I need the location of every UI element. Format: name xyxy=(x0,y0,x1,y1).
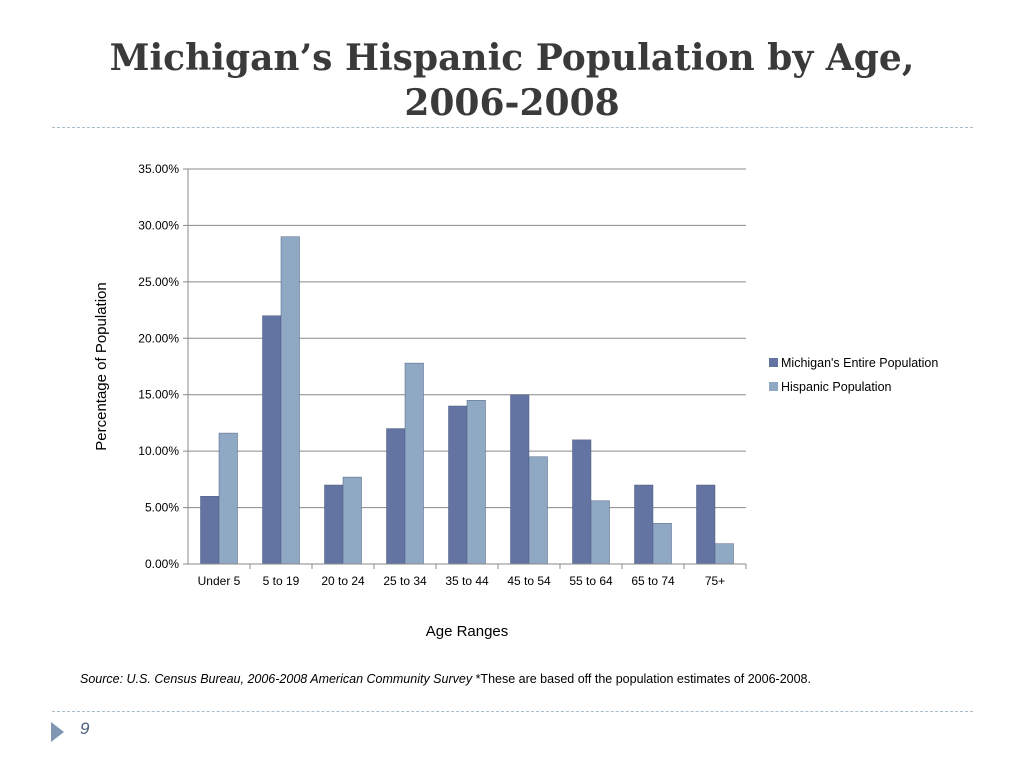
y-tick-label: 20.00% xyxy=(138,331,179,345)
bar-hispanic xyxy=(342,476,362,565)
bar-hispanic xyxy=(466,400,486,565)
bar-michigan xyxy=(510,394,530,565)
bar-hispanic xyxy=(218,432,238,565)
y-tick-label: 35.00% xyxy=(138,162,179,176)
bar-chart: 0.00% 5.00% 10.00% 15.00% 20.00% 25.00% 30.00%… xyxy=(93,162,938,640)
legend-label: Michigan's Entire Population xyxy=(781,356,938,370)
page-number: 9 xyxy=(80,719,90,738)
bar-michigan xyxy=(200,496,220,565)
legend-swatch xyxy=(769,382,778,391)
x-tick-label: 5 to 19 xyxy=(263,574,300,588)
bar-michigan xyxy=(572,439,592,565)
x-tick-label: 55 to 64 xyxy=(569,574,613,588)
slide-title: Michigan’s Hispanic Population by Age, 2… xyxy=(0,36,1024,126)
x-tick-label: 20 to 24 xyxy=(321,574,365,588)
legend-swatch xyxy=(769,358,778,367)
source-footnote: Source: U.S. Census Bureau, 2006-2008 Am… xyxy=(80,672,811,686)
bar-michigan xyxy=(262,315,282,565)
bar-hispanic xyxy=(714,543,734,565)
y-axis-title: Percentage of Population xyxy=(93,282,110,450)
y-tick-label: 0.00% xyxy=(145,557,179,571)
source-citation: Source: U.S. Census Bureau, 2006-2008 Am… xyxy=(80,672,473,686)
y-tick-label: 10.00% xyxy=(138,444,179,458)
bar-hispanic xyxy=(652,523,672,565)
triangle-arrow-icon xyxy=(51,722,64,742)
x-tick-label: 65 to 74 xyxy=(631,574,675,588)
x-tick-label: Under 5 xyxy=(198,574,241,588)
y-tick-label: 15.00% xyxy=(138,388,179,402)
estimate-note: *These are based off the population esti… xyxy=(472,672,811,686)
y-tick-label: 25.00% xyxy=(138,275,179,289)
bar-hispanic xyxy=(404,362,424,565)
y-tick-label: 30.00% xyxy=(138,218,179,232)
x-tick-label: 75+ xyxy=(705,574,725,588)
bar-michigan xyxy=(386,428,406,565)
x-tick-label: 25 to 34 xyxy=(383,574,427,588)
bar-michigan xyxy=(324,484,344,565)
top-divider xyxy=(52,127,973,128)
slide-title-line-2: 2006-2008 xyxy=(404,82,620,124)
bar-hispanic xyxy=(528,456,548,565)
bar-michigan xyxy=(634,484,654,565)
y-tick-label: 5.00% xyxy=(145,501,179,515)
x-axis-title: Age Ranges xyxy=(426,623,509,640)
bottom-divider xyxy=(52,711,973,712)
bar-michigan xyxy=(696,484,716,565)
x-tick-label: 35 to 44 xyxy=(445,574,489,588)
slide-title-line-1: Michigan’s Hispanic Population by Age, xyxy=(109,37,915,79)
bar-hispanic xyxy=(280,236,300,565)
x-tick-label: 45 to 54 xyxy=(507,574,551,588)
bar-hispanic xyxy=(590,500,610,565)
bar-michigan xyxy=(448,405,468,565)
legend-label: Hispanic Population xyxy=(781,380,892,394)
